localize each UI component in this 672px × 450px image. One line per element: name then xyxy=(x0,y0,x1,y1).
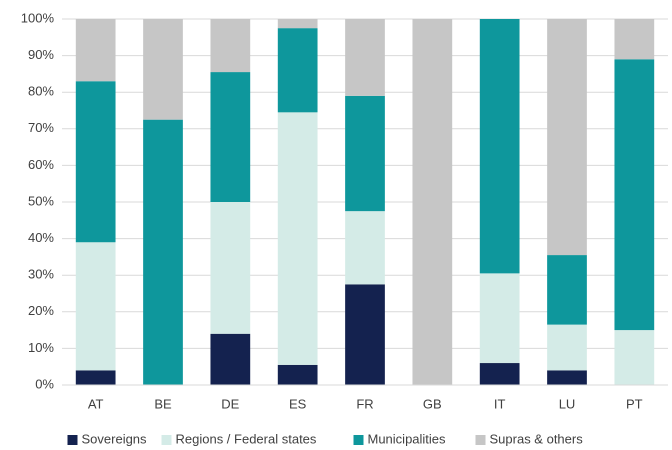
x-tick-label: BE xyxy=(154,396,172,411)
bar-segment xyxy=(345,284,385,385)
y-tick-label: 70% xyxy=(28,120,54,135)
x-tick-label: LU xyxy=(559,396,576,411)
legend-swatch xyxy=(67,435,78,445)
bar-segment xyxy=(277,364,318,385)
x-tick-label: PT xyxy=(626,396,643,411)
bar-segment xyxy=(479,273,520,364)
bar-segment xyxy=(547,370,587,385)
bar-segment xyxy=(547,19,587,256)
bar-segment xyxy=(210,333,251,385)
y-tick-label: 10% xyxy=(28,340,54,355)
bar-segment xyxy=(614,59,655,331)
bar-segment xyxy=(210,19,251,73)
x-tick-label: GB xyxy=(423,396,442,411)
y-tick-label: 90% xyxy=(28,47,54,62)
y-tick-label: 50% xyxy=(28,193,54,208)
x-tick-label: IT xyxy=(494,396,506,411)
bar-segment xyxy=(614,19,655,60)
y-tick-label: 60% xyxy=(28,157,54,172)
bar-segment xyxy=(277,112,318,365)
bar-segment xyxy=(547,324,587,371)
x-tick-label: AT xyxy=(88,396,104,411)
bar-segment xyxy=(210,72,251,202)
bar-segment xyxy=(210,202,251,334)
bar-segment xyxy=(143,119,183,386)
bar-segment xyxy=(277,28,318,113)
bar-segment xyxy=(345,95,385,212)
bar-segment xyxy=(479,363,520,385)
y-tick-label: 100% xyxy=(21,10,55,25)
legend-swatch xyxy=(475,435,486,445)
y-tick-label: 0% xyxy=(35,376,54,391)
legend-swatch xyxy=(353,435,364,445)
bar-segment xyxy=(75,370,116,385)
bar-segment xyxy=(345,211,385,285)
x-tick-label: DE xyxy=(221,396,239,411)
bar-segment xyxy=(614,330,655,385)
legend-label: Sovereigns xyxy=(82,431,148,446)
y-tick-label: 20% xyxy=(28,303,54,318)
bar-segment xyxy=(75,81,116,243)
legend-label: Municipalities xyxy=(368,431,447,446)
y-tick-label: 30% xyxy=(28,267,54,282)
bar-segment xyxy=(547,255,587,325)
x-tick-label: FR xyxy=(356,396,373,411)
y-tick-label: 40% xyxy=(28,230,54,245)
bar-segment xyxy=(143,19,183,120)
bar-segment xyxy=(479,19,520,274)
legend-swatch xyxy=(161,435,172,445)
bar-segment xyxy=(75,19,116,82)
legend-label: Supras & others xyxy=(490,431,584,446)
x-tick-label: ES xyxy=(289,396,307,411)
bar-segment xyxy=(412,19,453,385)
bar-segment xyxy=(277,19,318,29)
bar-segment xyxy=(75,242,116,371)
y-tick-label: 80% xyxy=(28,84,54,99)
legend-label: Regions / Federal states xyxy=(176,431,317,446)
bar-segment xyxy=(345,19,385,96)
